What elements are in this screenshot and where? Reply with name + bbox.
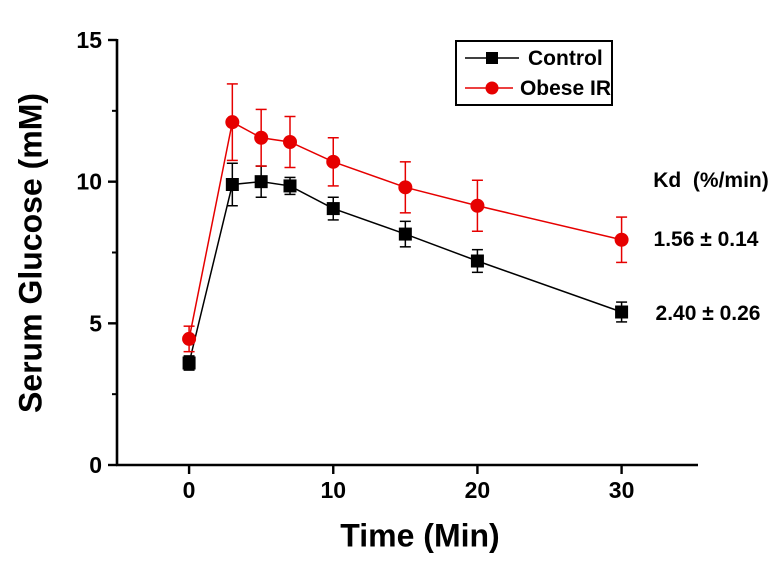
data-point-marker [614,232,629,247]
legend-sample-obese-ir [465,81,513,95]
legend-item-control: Control [463,43,611,73]
legend-sample-control [465,52,519,64]
data-point-marker [254,130,269,145]
data-point-marker [283,179,297,193]
kd-value-control: 2.40 ± 0.26 [655,302,761,325]
y-tick-label: 15 [76,27,102,53]
circle-marker-icon [485,81,499,95]
x-tick-label: 10 [320,477,346,503]
data-point-marker [283,135,298,149]
data-point-marker [182,331,197,346]
data-point-marker [470,198,485,213]
data-point-marker [398,180,413,195]
x-tick-label: 30 [609,477,635,503]
data-point-marker [225,178,239,191]
legend-label-control: Control [528,46,603,70]
data-point-marker [326,202,340,216]
legend-label-obese-ir: Obese IR [519,76,611,100]
data-point-marker [225,115,240,130]
legend-item-obese-ir: Obese IR [463,73,611,103]
data-point-marker [254,175,268,189]
data-point-marker [182,356,196,370]
square-marker-icon [486,52,498,64]
y-tick-label: 10 [76,169,102,195]
data-point-marker [326,154,341,169]
kd-value-obese-ir: 1.56 ± 0.14 [653,228,759,251]
y-tick-label: 5 [89,310,102,336]
series-control [182,162,629,371]
x-tick-label: 0 [183,477,196,503]
x-axis-title: Time (Min) [340,517,500,554]
data-point-marker [615,305,629,319]
kd-header: Kd (%/min) [653,169,769,192]
data-point-marker [398,227,412,241]
legend: Control Obese IR [455,40,613,106]
x-tick-label: 20 [465,477,491,503]
series-obese-ir [182,83,629,353]
y-axis-title: Serum Glucose (mM) [12,92,49,414]
y-tick-label: 0 [89,452,102,478]
data-point-marker [470,254,484,268]
